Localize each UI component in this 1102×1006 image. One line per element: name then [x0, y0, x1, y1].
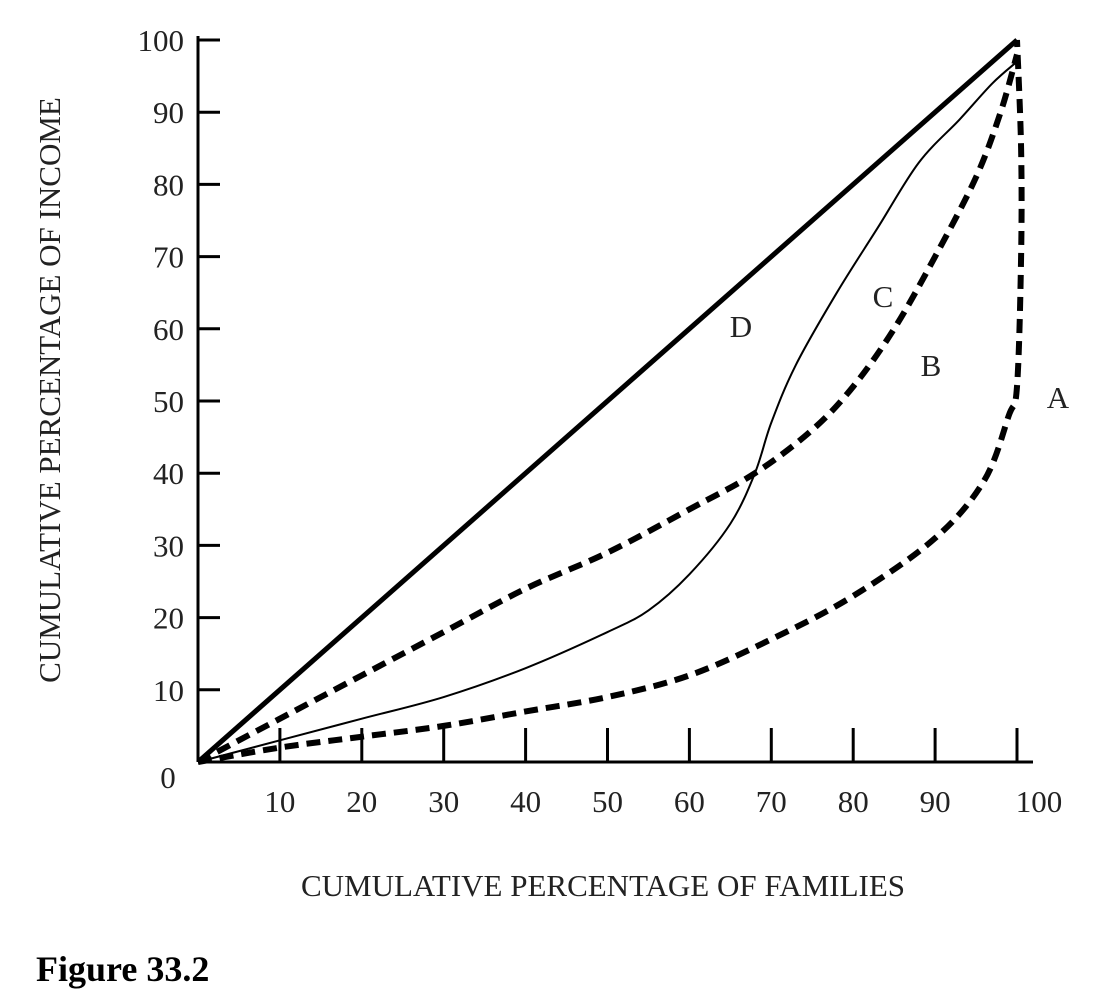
y-tick-label: 100 — [138, 23, 185, 58]
y-axis-title: CUMULATIVE PERCENTAGE OF INCOME — [32, 97, 67, 683]
x-tick-label: 50 — [592, 784, 623, 819]
y-tick-label: 50 — [153, 384, 184, 419]
y-tick-label: 20 — [153, 601, 184, 636]
y-tick-label: 40 — [153, 456, 184, 491]
curve-c-label: C — [873, 279, 894, 314]
curve-a-line — [197, 39, 1025, 765]
x-tick-label: 10 — [264, 784, 295, 819]
x-tick-label: 90 — [920, 784, 951, 819]
y-tick-label: 30 — [153, 528, 184, 563]
x-tick-label: 60 — [674, 784, 705, 819]
curve-c-line — [197, 60, 1018, 763]
x-tick-label: 20 — [346, 784, 377, 819]
y-tick-label: 80 — [153, 167, 184, 202]
lorenz-curve-chart: 10 20 30 40 50 60 70 80 90 100 10 20 30 40 50 60 70 80 90 1… — [32, 23, 1070, 903]
figure-caption: Figure 33.2 — [36, 949, 210, 989]
axes: 10 20 30 40 50 60 70 80 90 100 10 20 30 40 50 60 70 80 90 1… — [138, 23, 1063, 819]
y-tick-label: 70 — [153, 240, 184, 275]
x-tick-label: 40 — [510, 784, 541, 819]
curve-d-label: D — [730, 309, 752, 344]
y-tick-label: 60 — [153, 312, 184, 347]
origin-label: 0 — [160, 760, 176, 795]
curve-b-line — [196, 53, 1020, 765]
x-tick-label: 70 — [756, 784, 787, 819]
curve-a-label: A — [1047, 380, 1070, 415]
curves: D CB A — [196, 38, 1070, 765]
curve-d-line — [196, 38, 1019, 764]
labels: CUMULATIVE PERCENTAGE OF FAMILIES CUMULA… — [32, 97, 905, 903]
x-tick-label: 80 — [838, 784, 869, 819]
curve-b-label: B — [921, 348, 942, 383]
x-tick-label: 30 — [428, 784, 459, 819]
x-tick-label: 100 — [1016, 784, 1063, 819]
x-axis-title: CUMULATIVE PERCENTAGE OF FAMILIES — [301, 868, 905, 903]
y-tick-label: 10 — [153, 673, 184, 708]
y-tick-label: 90 — [153, 95, 184, 130]
